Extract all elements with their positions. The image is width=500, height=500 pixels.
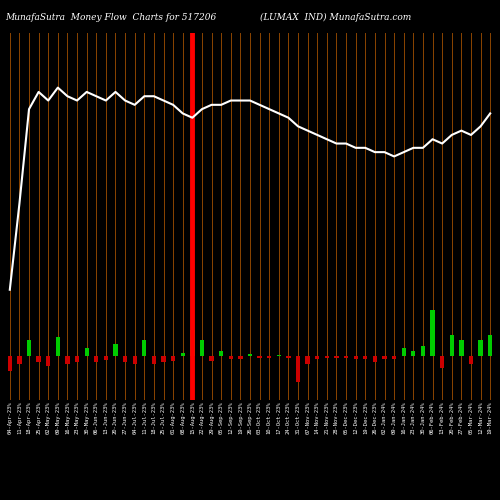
Bar	[27, 340, 31, 356]
Bar	[46, 356, 50, 366]
Bar	[354, 356, 358, 359]
Bar	[114, 344, 117, 356]
Text: (LUMAX  IND) MunafaSutra.com: (LUMAX IND) MunafaSutra.com	[260, 12, 411, 22]
Bar	[132, 356, 137, 364]
Text: MunafaSutra  Money Flow  Charts for 517206: MunafaSutra Money Flow Charts for 517206	[5, 12, 216, 22]
Bar	[372, 356, 377, 362]
Bar	[123, 356, 128, 362]
Bar	[488, 336, 492, 356]
Bar	[478, 340, 483, 356]
Bar	[411, 351, 416, 356]
Bar	[104, 356, 108, 360]
Bar	[324, 356, 329, 358]
Bar	[430, 310, 434, 356]
Bar	[36, 356, 41, 362]
Bar	[142, 340, 146, 356]
Bar	[238, 356, 242, 359]
Bar	[469, 356, 473, 364]
Bar	[450, 336, 454, 356]
Bar	[286, 356, 290, 358]
Bar	[440, 356, 444, 368]
Bar	[296, 356, 300, 382]
Bar	[363, 356, 368, 359]
Bar	[8, 356, 12, 372]
Bar	[267, 356, 272, 358]
Bar	[315, 356, 320, 359]
Bar	[162, 356, 166, 362]
Bar	[402, 348, 406, 356]
Bar	[392, 356, 396, 359]
Bar	[17, 356, 21, 364]
Bar	[84, 348, 89, 356]
Bar	[66, 356, 70, 364]
Bar	[421, 346, 425, 356]
Bar	[210, 356, 214, 361]
Bar	[56, 338, 60, 356]
Bar	[258, 356, 262, 358]
Bar	[152, 356, 156, 364]
Bar	[459, 340, 464, 356]
Bar	[382, 356, 386, 359]
Bar	[75, 356, 79, 362]
Bar	[276, 355, 281, 356]
Bar	[306, 356, 310, 364]
Bar	[190, 330, 194, 356]
Bar	[180, 353, 185, 356]
Bar	[200, 340, 204, 356]
Bar	[171, 356, 175, 361]
Bar	[344, 356, 348, 358]
Bar	[334, 356, 338, 358]
Bar	[228, 356, 233, 359]
Bar	[94, 356, 98, 362]
Bar	[219, 351, 224, 356]
Bar	[248, 354, 252, 356]
